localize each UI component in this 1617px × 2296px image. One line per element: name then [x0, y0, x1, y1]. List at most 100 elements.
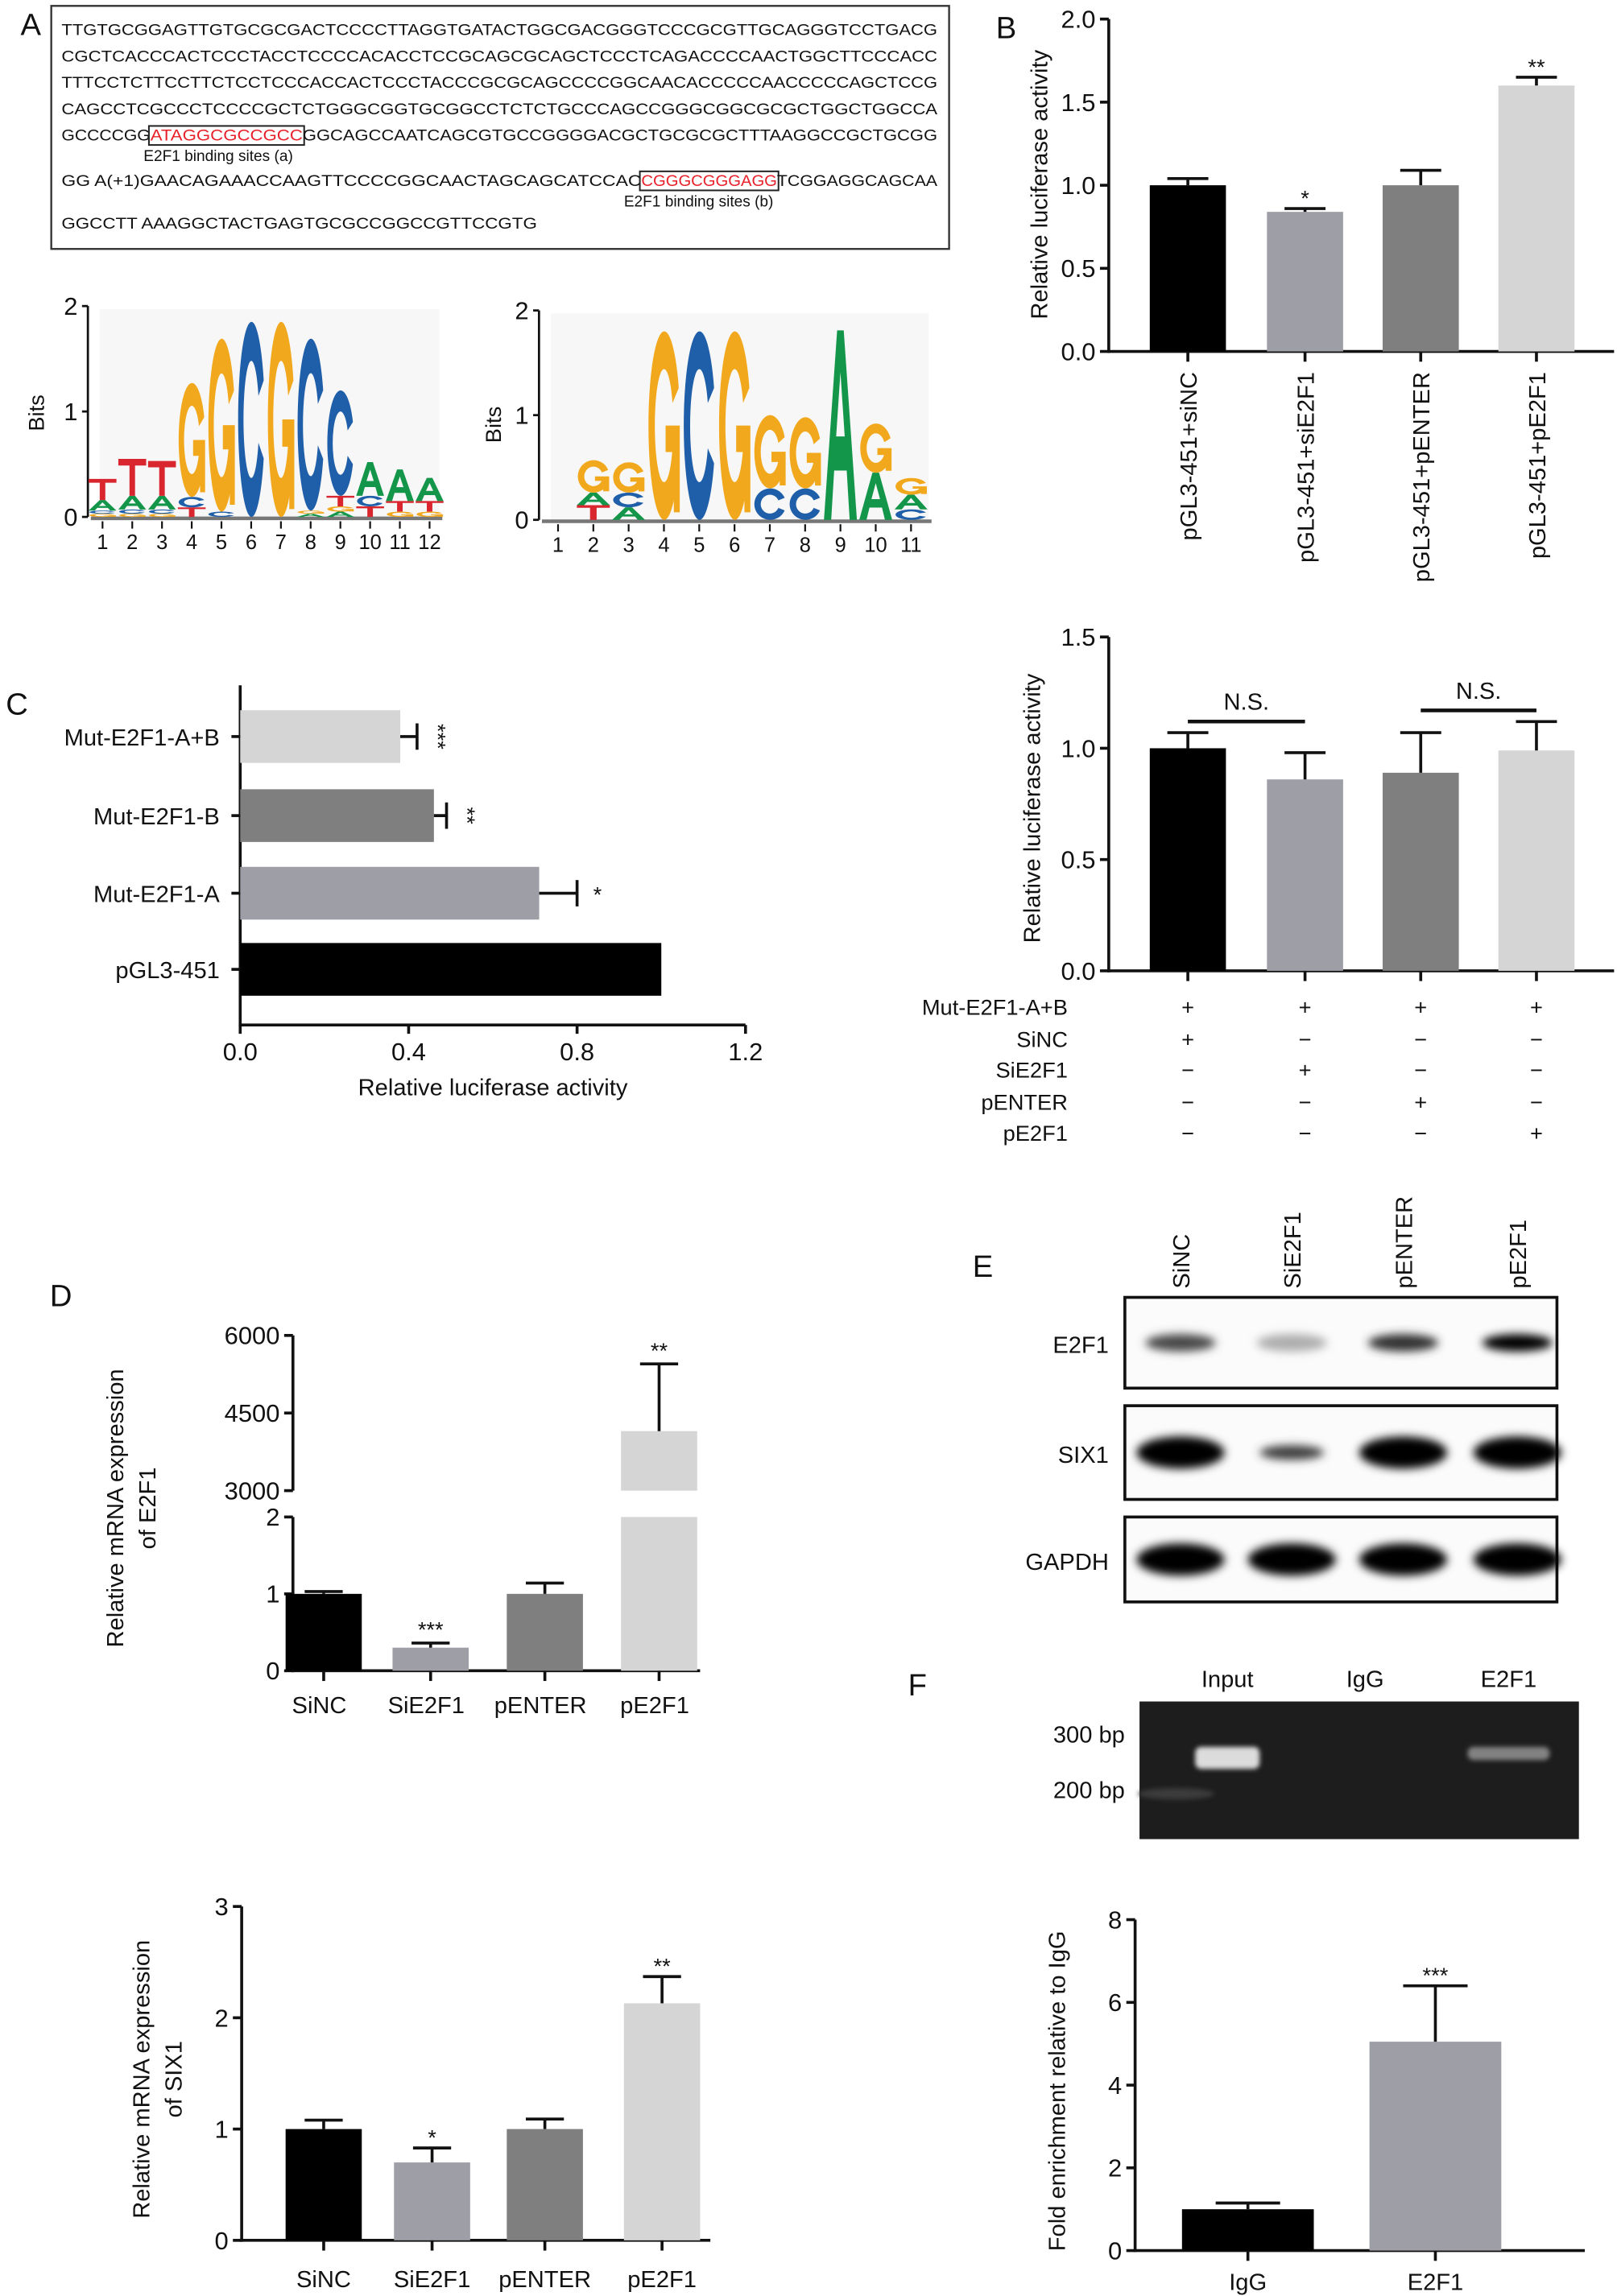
logo-glyph-shape [89, 510, 115, 514]
category-label: pGL3-451 [115, 958, 219, 984]
significance-marker: ** [653, 1954, 671, 1979]
binding-site-box [147, 125, 305, 147]
logo-glyph-shape [178, 497, 205, 508]
category-label: Mut-E2F1-B [93, 804, 220, 830]
bar [240, 789, 434, 842]
logo-letter-T [89, 478, 117, 501]
panel-label-f: F [908, 1668, 927, 1703]
logo-letter-G [577, 460, 610, 493]
logo-glyph-shape [431, 514, 444, 517]
logo-glyph-shape [326, 495, 354, 506]
protein-band [1367, 1333, 1439, 1352]
logo-letter-C [789, 488, 821, 520]
logo-letter-T [118, 459, 147, 496]
y-tick-label: 6000 [225, 1322, 280, 1350]
bar [1498, 85, 1575, 352]
logo-letter-G [327, 506, 354, 512]
y-tick-label: 0.0 [1061, 337, 1096, 365]
logo-letter-C [238, 321, 264, 518]
category-label: pENTER [494, 1693, 587, 1719]
logo-letter-A [386, 469, 414, 502]
protein-band [1136, 1436, 1225, 1469]
logo-glyph-shape [119, 509, 145, 514]
significance-label: N.S. [1456, 679, 1502, 704]
y-axis-label: of SIX1 [162, 2041, 188, 2117]
logo-glyph-shape [312, 512, 325, 514]
logo-letter-G [895, 477, 927, 495]
logo-glyph-shape [297, 510, 324, 514]
ladder-band [1138, 1787, 1214, 1800]
y-tick-label: 2 [1108, 2154, 1122, 2182]
logo-glyph-shape [648, 331, 679, 520]
y-tick-label: 0 [266, 1657, 279, 1685]
y-tick-label: 1.5 [1061, 623, 1096, 651]
logo-letter-G [860, 423, 892, 473]
logo-letter-C [89, 510, 115, 514]
logo-glyph-shape [754, 488, 785, 520]
bar [285, 1593, 362, 1671]
panel-label-b: B [996, 10, 1016, 45]
logo-y-tick-label: 2 [64, 292, 77, 320]
category-label: SiE2F1 [394, 2267, 470, 2293]
binding-site-box [639, 170, 780, 192]
logo-glyph-shape [577, 492, 610, 506]
logo-y-tick-label: 2 [515, 297, 528, 325]
marker-300bp-label: 300 bp [1053, 1722, 1125, 1748]
logo-position-label: 12 [418, 531, 440, 554]
logo-y-tick-label: 0 [64, 503, 77, 531]
logo-glyph-shape [859, 473, 892, 520]
binding-site-b-label: E2F1 binding sites (b) [624, 193, 774, 210]
logo-glyph-shape [192, 440, 205, 493]
panel-label-d: D [50, 1278, 72, 1313]
logo-position-label: 4 [186, 531, 197, 554]
blot-row-gapdh: GAPDH [1025, 1515, 1561, 1604]
sequence-lines: TTGTGCGGAGTTGTGCGCGACTCCCCTTAGGTGATACTGG… [61, 23, 937, 233]
category-label: Mut-E2F1-A+B [64, 725, 220, 751]
logo-glyph-shape [895, 477, 926, 495]
logo-letter-G [718, 331, 751, 520]
category-label: pGL3-451+pE2F1 [1525, 372, 1551, 559]
bar [240, 943, 662, 996]
significance-marker: ** [1528, 54, 1545, 79]
logo-letter-C [357, 495, 383, 506]
logo-letter-C [684, 331, 714, 520]
logo-glyph-shape [612, 507, 646, 520]
y-axis-label: of E2F1 [135, 1467, 161, 1549]
logo-letter-G [267, 321, 295, 518]
condition-label: SiE2F1 [996, 1058, 1068, 1083]
sequence-segment: GCCCCGG [61, 128, 150, 145]
condition-label: pE2F1 [1003, 1121, 1068, 1146]
logo-glyph-shape [118, 495, 147, 510]
blot-row-label: SIX1 [1058, 1443, 1109, 1468]
condition-sign: − [1181, 1090, 1194, 1115]
logo-glyph-shape [401, 514, 414, 517]
lane-label: pENTER [1392, 1196, 1417, 1289]
logo-glyph-shape [177, 507, 206, 518]
sequence-segment: CGCTCACCCACTCCCTACCTCCCCACACCTCCGCAGCGCA… [61, 48, 937, 65]
logo-glyph-shape [895, 509, 926, 520]
logo-y-axis-label: Bits [24, 394, 49, 431]
condition-sign: − [1299, 1090, 1312, 1115]
logo-position-label: 1 [552, 535, 564, 557]
blot-row-label: E2F1 [1052, 1333, 1109, 1359]
logo-position-label: 9 [835, 535, 846, 557]
gel-lane-label: Input [1201, 1666, 1254, 1692]
y-tick-label: 2 [215, 2004, 229, 2032]
category-label: IgG [1229, 2270, 1267, 2296]
logo-glyph-shape [267, 321, 294, 518]
lane-label: SiNC [1169, 1234, 1195, 1289]
category-label: pE2F1 [620, 1693, 689, 1719]
logo-letter-G [789, 417, 821, 489]
significance-marker: *** [418, 1617, 444, 1642]
panel-label-c: C [6, 688, 28, 722]
condition-sign: + [1299, 1058, 1312, 1083]
bar [1369, 2042, 1502, 2251]
y-tick-label: 0.5 [1061, 254, 1096, 283]
chart-F: 0 2 4 6 8 IgG *** E2F1 Fold enrichment relative … [1044, 1906, 1585, 2296]
logo-letter-T [356, 506, 384, 518]
logo-glyph-shape [416, 511, 443, 518]
category-label: pGL3-451+siNC [1177, 372, 1202, 540]
logo-glyph-shape [387, 511, 413, 518]
condition-sign: − [1530, 1090, 1543, 1115]
